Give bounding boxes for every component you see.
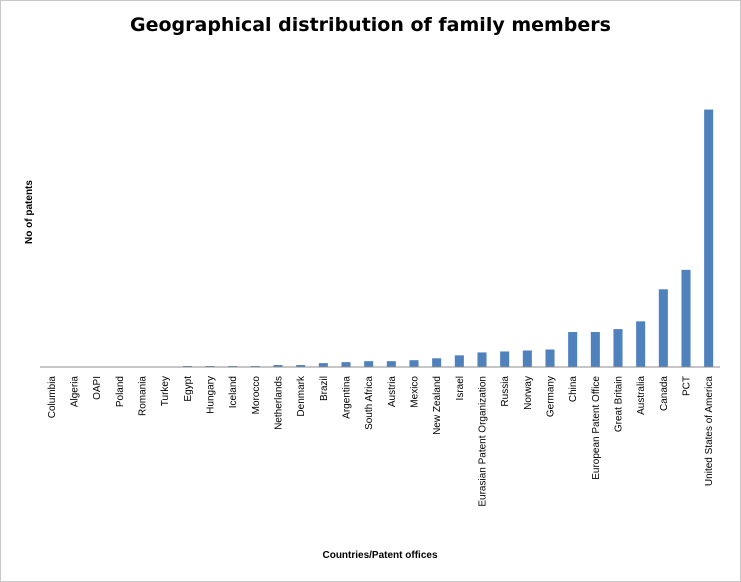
x-tick-label-israel: Israel bbox=[455, 376, 466, 400]
x-tick-label-hungary: Hungary bbox=[206, 376, 217, 414]
bar-south-africa bbox=[364, 361, 374, 367]
bar-israel bbox=[454, 355, 464, 367]
bar-austria bbox=[386, 361, 396, 367]
x-tick-label-eurasian-patent-organization: Eurasian Patent Organization bbox=[478, 376, 489, 507]
bar-canada bbox=[658, 289, 668, 367]
bar-germany bbox=[545, 349, 555, 367]
x-tick-label-argentina: Argentina bbox=[342, 376, 353, 419]
x-tick-label-germany: Germany bbox=[546, 376, 557, 417]
x-axis-title: Countries/Patent offices bbox=[322, 550, 437, 561]
bar-new-zealand bbox=[432, 358, 442, 367]
bar-eurasian-patent-organization bbox=[477, 352, 487, 367]
x-tick-label-brazil: Brazil bbox=[319, 376, 330, 401]
x-tick-label-australia: Australia bbox=[636, 376, 647, 415]
x-tick-label-china: China bbox=[568, 376, 579, 403]
bar-russia bbox=[500, 351, 510, 367]
x-tick-label-austria: Austria bbox=[387, 376, 398, 408]
x-tick-label-canada: Canada bbox=[659, 376, 670, 411]
x-tick-label-united-states-of-america: United States of America bbox=[704, 376, 715, 486]
x-tick-label-turkey: Turkey bbox=[160, 376, 171, 406]
x-tick-label-norway: Norway bbox=[523, 376, 534, 410]
y-axis-title: No of patents bbox=[24, 180, 35, 244]
x-tick-label-russia: Russia bbox=[500, 376, 511, 407]
x-tick-label-great-britain: Great Britain bbox=[614, 376, 625, 432]
bar-brazil bbox=[318, 363, 328, 367]
x-tick-label-oapi: OAPI bbox=[92, 376, 103, 400]
x-tick-label-netherlands: Netherlands bbox=[274, 376, 285, 430]
bars-layer bbox=[182, 109, 714, 367]
x-tick-label-iceland: Iceland bbox=[228, 376, 239, 408]
x-tick-label-mexico: Mexico bbox=[410, 376, 421, 408]
bar-european-patent-office bbox=[590, 332, 600, 367]
bar-great-britain bbox=[613, 329, 623, 367]
bar-pct bbox=[681, 269, 691, 367]
chart-title: Geographical distribution of family memb… bbox=[130, 14, 611, 36]
x-tick-label-egypt: Egypt bbox=[183, 376, 194, 402]
x-tick-label-pct: PCT bbox=[682, 376, 693, 396]
x-tick-label-morocco: Morocco bbox=[251, 376, 262, 415]
bar-australia bbox=[636, 321, 646, 367]
x-tick-label-romania: Romania bbox=[138, 376, 149, 416]
x-tick-label-new-zealand: New Zealand bbox=[432, 376, 443, 435]
x-tick-label-algeria: Algeria bbox=[70, 376, 81, 408]
x-tick-label-denmark: Denmark bbox=[296, 375, 307, 417]
x-tick-label-columbia: Columbia bbox=[47, 376, 58, 419]
bar-norway bbox=[522, 350, 532, 367]
x-tick-labels: Columbia Algeria OAPI Poland Romania Turkey Eg… bbox=[47, 375, 715, 507]
bar-mexico bbox=[409, 360, 419, 367]
bar-united-states-of-america bbox=[704, 109, 714, 367]
bar-argentina bbox=[341, 362, 351, 367]
bar-netherlands bbox=[273, 365, 283, 367]
bar-china bbox=[568, 332, 578, 367]
x-tick-label-south-africa: South Africa bbox=[364, 376, 375, 430]
x-tick-label-poland: Poland bbox=[115, 376, 126, 407]
bar-denmark bbox=[296, 365, 306, 367]
x-tick-label-european-patent-office: European Patent Office bbox=[591, 376, 602, 480]
